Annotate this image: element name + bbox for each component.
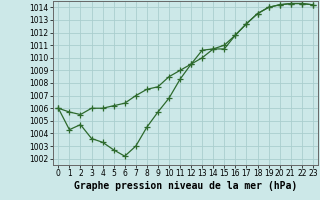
X-axis label: Graphe pression niveau de la mer (hPa): Graphe pression niveau de la mer (hPa): [74, 181, 297, 191]
